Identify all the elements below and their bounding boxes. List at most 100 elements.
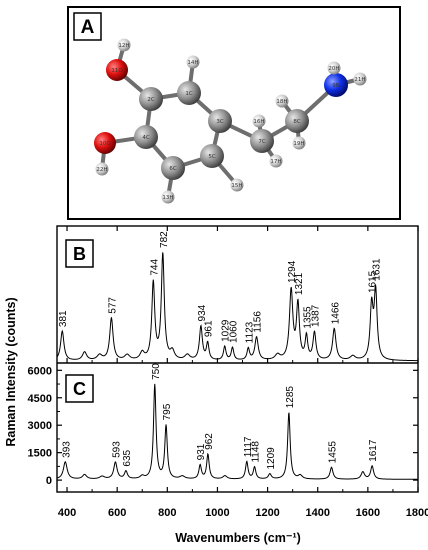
- atom-sphere: [95, 162, 109, 176]
- atom-5C: 5C: [200, 144, 224, 168]
- atom-19H: 19H: [292, 136, 306, 150]
- peak-label-b: 1123: [244, 321, 255, 343]
- atom-sphere: [252, 114, 266, 128]
- peak-label-b: 744: [149, 259, 160, 276]
- peak-label-b: 1060: [228, 320, 239, 343]
- atom-sphere: [208, 109, 232, 133]
- atom-label: 4C: [142, 135, 149, 141]
- atom-sphere: [134, 125, 158, 149]
- spectrum-line-b: [56, 252, 419, 362]
- atom-sphere: [139, 87, 163, 111]
- atom-label: 1C: [185, 91, 192, 97]
- panel-b-label: B: [73, 244, 86, 264]
- atom-10O: 10O: [94, 132, 116, 154]
- atom-sphere: [327, 61, 341, 75]
- peak-label-b: 381: [58, 310, 69, 327]
- y-tick-label: 4500: [28, 393, 52, 405]
- atom-3C: 3C: [208, 109, 232, 133]
- panel-c-label-box: [65, 374, 94, 403]
- peak-label-c: 1117: [243, 436, 254, 457]
- atom-6C: 6C: [161, 156, 185, 180]
- atom-18H: 18H: [275, 94, 289, 108]
- peak-label-b: 1156: [253, 311, 264, 333]
- peak-label-c: 1209: [266, 447, 277, 470]
- x-tick-label: 1600: [356, 507, 380, 519]
- atom-sphere: [353, 72, 367, 86]
- peak-label-c: 795: [162, 403, 173, 420]
- atom-label: 3C: [216, 119, 223, 125]
- atom-1C: 1C: [177, 81, 201, 105]
- peak-label-b: 1387: [310, 304, 321, 327]
- peak-label-b: 1029: [221, 319, 232, 342]
- atom-sphere: [275, 94, 289, 108]
- x-tick-label: 1800: [406, 507, 428, 519]
- atom-sphere: [161, 156, 185, 180]
- atom-label: 21H: [354, 77, 365, 83]
- y-axis: 0 1500 3000 4500 6000: [28, 365, 418, 487]
- atom-label: 7C: [258, 139, 265, 145]
- atom-label: 16H: [253, 119, 264, 125]
- atom-label: 20H: [328, 66, 339, 72]
- atom-20H: 20H: [327, 61, 341, 75]
- atom-label: 6C: [169, 166, 176, 172]
- atom-11O: 11O: [106, 59, 128, 81]
- atom-label: 19H: [293, 141, 304, 147]
- atom-label: 8C: [293, 119, 300, 125]
- peak-label-b: 782: [159, 231, 170, 248]
- peak-label-c: 1455: [328, 441, 339, 464]
- atom-sphere: [161, 190, 175, 204]
- panel-c-label: C: [73, 379, 86, 399]
- atom-label: 15H: [231, 183, 242, 189]
- panel-a-label-box: [73, 12, 102, 41]
- atom-sphere: [117, 38, 131, 52]
- atom-15H: 15H: [230, 178, 244, 192]
- peak-label-b: 1631: [372, 258, 383, 281]
- atom-21H: 21H: [353, 72, 367, 86]
- peak-label-b: 934: [197, 304, 208, 321]
- x-axis-title: Wavenumbers (cm⁻¹): [175, 531, 301, 545]
- peak-label-b: 1355: [302, 306, 313, 329]
- atom-2C: 2C: [139, 87, 163, 111]
- atom-label: 9N: [332, 83, 340, 89]
- atom-sphere: [186, 55, 200, 69]
- panel-b-label-box: [65, 239, 94, 268]
- panel-a: A 12H 11O 14H 2C 1C 4C 10O 22H 3C 6C 5C 13H 15H 7C 16H…: [67, 6, 401, 220]
- atom-sphere: [292, 136, 306, 150]
- atom-label: 14H: [187, 60, 198, 66]
- atom-sphere: [177, 81, 201, 105]
- x-tick-label: 800: [158, 507, 176, 519]
- peak-label-b: 577: [107, 297, 118, 314]
- atom-sphere: [324, 73, 348, 97]
- atom-label: 13H: [162, 195, 173, 201]
- x-tick-label: 400: [58, 507, 76, 519]
- atom-label: 12H: [118, 43, 129, 49]
- atom-sphere: [94, 132, 116, 154]
- peak-label-c: 1148: [251, 441, 262, 463]
- y-tick-label: 3000: [28, 420, 52, 432]
- spectrum-line-c: [56, 383, 418, 480]
- peak-label-c: 931: [196, 443, 207, 460]
- atom-sphere: [250, 129, 274, 153]
- x-tick-label: 1400: [305, 507, 329, 519]
- x-axis: 400 600 800 1000 1200 1400 1600 1800: [58, 226, 428, 519]
- atom-label: 2C: [147, 97, 154, 103]
- peak-label-b: 1321: [294, 272, 305, 295]
- atom-sphere: [230, 178, 244, 192]
- peak-label-c: 750: [151, 363, 162, 380]
- x-tick-label: 1200: [255, 507, 279, 519]
- peak-label-b: 1466: [330, 302, 341, 325]
- atom-sphere: [269, 154, 283, 168]
- y-tick-label: 6000: [28, 365, 52, 377]
- atom-8C: 8C: [285, 109, 309, 133]
- peak-label-c: 593: [111, 441, 122, 458]
- atom-12H: 12H: [117, 38, 131, 52]
- x-tick-label: 1000: [205, 507, 229, 519]
- peak-label-c: 1285: [285, 386, 296, 409]
- atom-13H: 13H: [161, 190, 175, 204]
- peak-label-c: 1617: [368, 439, 379, 462]
- atom-16H: 16H: [252, 114, 266, 128]
